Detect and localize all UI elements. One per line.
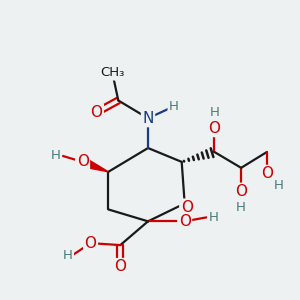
Text: H: H [274,179,284,192]
Text: O: O [91,105,103,120]
Text: O: O [179,214,191,229]
Text: H: H [51,149,61,162]
Text: O: O [85,236,97,250]
Text: H: H [169,100,179,113]
Text: N: N [142,111,154,126]
Text: H: H [236,201,246,214]
Text: O: O [114,260,126,274]
Text: H: H [209,106,219,119]
Text: H: H [208,211,218,224]
Text: H: H [63,248,73,262]
Text: O: O [208,121,220,136]
Text: O: O [235,184,247,199]
Text: O: O [181,200,193,215]
Polygon shape [81,157,108,172]
Text: O: O [261,166,273,181]
Text: O: O [76,154,88,169]
Text: CH₃: CH₃ [100,66,124,79]
